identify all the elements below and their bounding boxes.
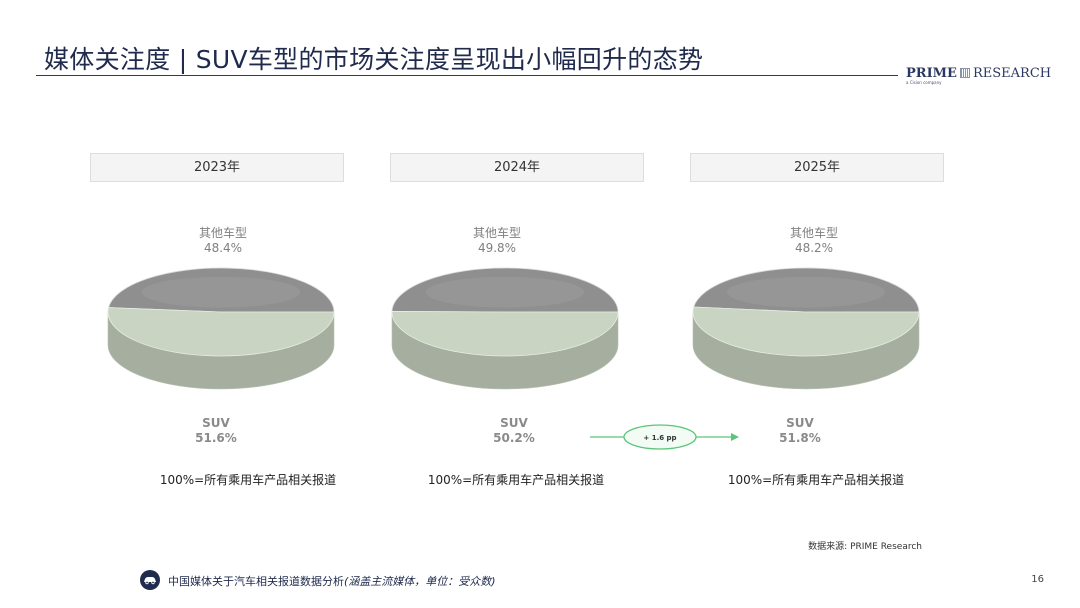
change-annotation: + 1.6 pp [643, 434, 677, 442]
base-note-2023: 100%=所有乘用车产品相关报道 [159, 473, 337, 487]
pie-2023-other-name: 其他车型 [198, 226, 247, 240]
pie-2025-other-slice [693, 267, 920, 313]
pie-2023-other-label: 其他车型 48.4% [143, 226, 303, 256]
footer-description: 中国媒体关于汽车相关报道数据分析(涵盖主流媒体，单位：受众数) [168, 573, 496, 589]
pie-2024-other-slice [391, 267, 619, 313]
pie-2025-suv-name: SUV [786, 416, 814, 430]
pie-2023-suv-value: 51.6% [195, 431, 237, 445]
pie-2025-other-name: 其他车型 [789, 226, 838, 240]
pie-2025-suv-slice [692, 306, 920, 357]
pie-2025-suv-label: SUV 51.8% [720, 416, 880, 446]
page-number: 16 [1031, 574, 1044, 585]
pie-2024 [391, 267, 619, 390]
pie-2025-other-value: 48.2% [794, 241, 834, 255]
title-divider [36, 75, 898, 76]
logo-subtitle: a Cision company [906, 80, 942, 85]
pie-2024-other-name: 其他车型 [472, 226, 521, 240]
change-badge-outline [623, 424, 697, 450]
pie-2024-suv-label: SUV 50.2% [434, 416, 594, 446]
arrow-head-icon [731, 433, 739, 441]
logo-prime: PRIME [906, 66, 957, 81]
pie-2023-suv-slice [107, 307, 335, 357]
pie-2024-other-label: 其他车型 49.8% [417, 226, 577, 256]
year-header-2025: 2025年 [690, 153, 944, 182]
pie-2025 [692, 267, 920, 390]
logo-bars-icon [959, 68, 970, 78]
logo-research: RESEARCH [972, 66, 1052, 81]
footer-note: (涵盖主流媒体，单位：受众数) [344, 575, 496, 588]
pie-2024-highlight [425, 276, 585, 308]
pie-2023-other-value: 48.4% [203, 241, 243, 255]
car-icon [140, 570, 160, 590]
pie-2023-suv-name: SUV [202, 416, 230, 430]
pie-2025-highlight [726, 276, 886, 308]
year-header-2023: 2023年 [90, 153, 344, 182]
pie-2025-suv-value: 51.8% [779, 431, 821, 445]
pie-2024-other-value: 49.8% [477, 241, 517, 255]
footer-text: 中国媒体关于汽车相关报道数据分析 [168, 575, 344, 588]
pie-2023-other-slice [108, 267, 335, 313]
pie-2024-suv-name: SUV [500, 416, 528, 430]
data-source: 数据来源: PRIME Research [808, 542, 922, 552]
pie-2023 [107, 267, 335, 390]
pie-2024-suv-value: 50.2% [493, 431, 535, 445]
pie-2023-highlight [141, 276, 301, 308]
change-arrow [590, 424, 739, 450]
pie-2025-other-label: 其他车型 48.2% [734, 226, 894, 256]
pie-2023-suv-label: SUV 51.6% [136, 416, 296, 446]
base-note-2025: 100%=所有乘用车产品相关报道 [727, 473, 905, 487]
pie-2024-suv-slice [391, 311, 619, 357]
base-note-2024: 100%=所有乘用车产品相关报道 [427, 473, 605, 487]
year-header-2024: 2024年 [390, 153, 644, 182]
prime-research-logo: PRIME RESEARCH a Cision company [906, 66, 1056, 92]
page-title: 媒体关注度 | SUV车型的市场关注度呈现出小幅回升的态势 [44, 45, 704, 74]
